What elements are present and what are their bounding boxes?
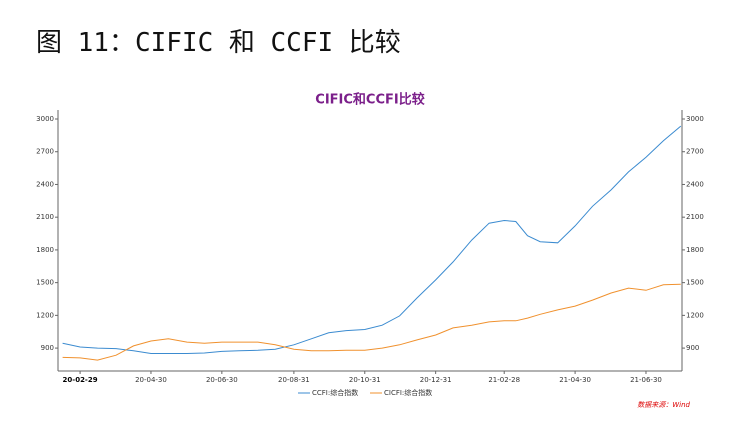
x-tick-label: 20-12-31: [420, 376, 452, 384]
y2-tick-label: 2700: [686, 148, 704, 156]
source-note: 数据来源：Wind: [637, 401, 690, 409]
y-tick-label: 3000: [36, 115, 54, 123]
x-tick-label: 20-06-30: [206, 376, 238, 384]
legend-label: CCFI:综合指数: [312, 388, 358, 397]
y2-tick-label: 1800: [686, 246, 704, 254]
series-line: [62, 283, 681, 361]
y-tick-label: 1500: [36, 279, 54, 287]
y-tick-label: 1800: [36, 246, 54, 254]
y2-tick-label: 1500: [686, 279, 704, 287]
y2-tick-label: 1200: [686, 311, 704, 319]
y-tick-label: 900: [41, 344, 54, 352]
x-tick-label: 20-02-29: [63, 376, 98, 384]
x-tick-label: 20-08-31: [278, 376, 310, 384]
x-tick-label: 21-06-30: [630, 376, 662, 384]
y2-tick-label: 3000: [686, 115, 704, 123]
y2-tick-label: 2100: [686, 213, 704, 221]
y-tick-label: 2100: [36, 213, 54, 221]
x-tick-label: 20-10-31: [349, 376, 381, 384]
page-title: 图 11：CIFIC 和 CCFI 比较: [36, 28, 401, 58]
y-tick-label: 1200: [36, 311, 54, 319]
y-tick-label: 2400: [36, 180, 54, 188]
y2-tick-label: 900: [686, 344, 699, 352]
y2-tick-label: 2400: [686, 180, 704, 188]
legend-label: CICFI:综合指数: [384, 388, 432, 397]
chart-title: CIFIC和CCFI比较: [315, 92, 424, 108]
x-tick-label: 21-02-28: [488, 376, 520, 384]
x-tick-label: 21-04-30: [559, 376, 591, 384]
series-line: [62, 125, 682, 354]
x-tick-label: 20-04-30: [135, 376, 167, 384]
y-tick-label: 2700: [36, 148, 54, 156]
